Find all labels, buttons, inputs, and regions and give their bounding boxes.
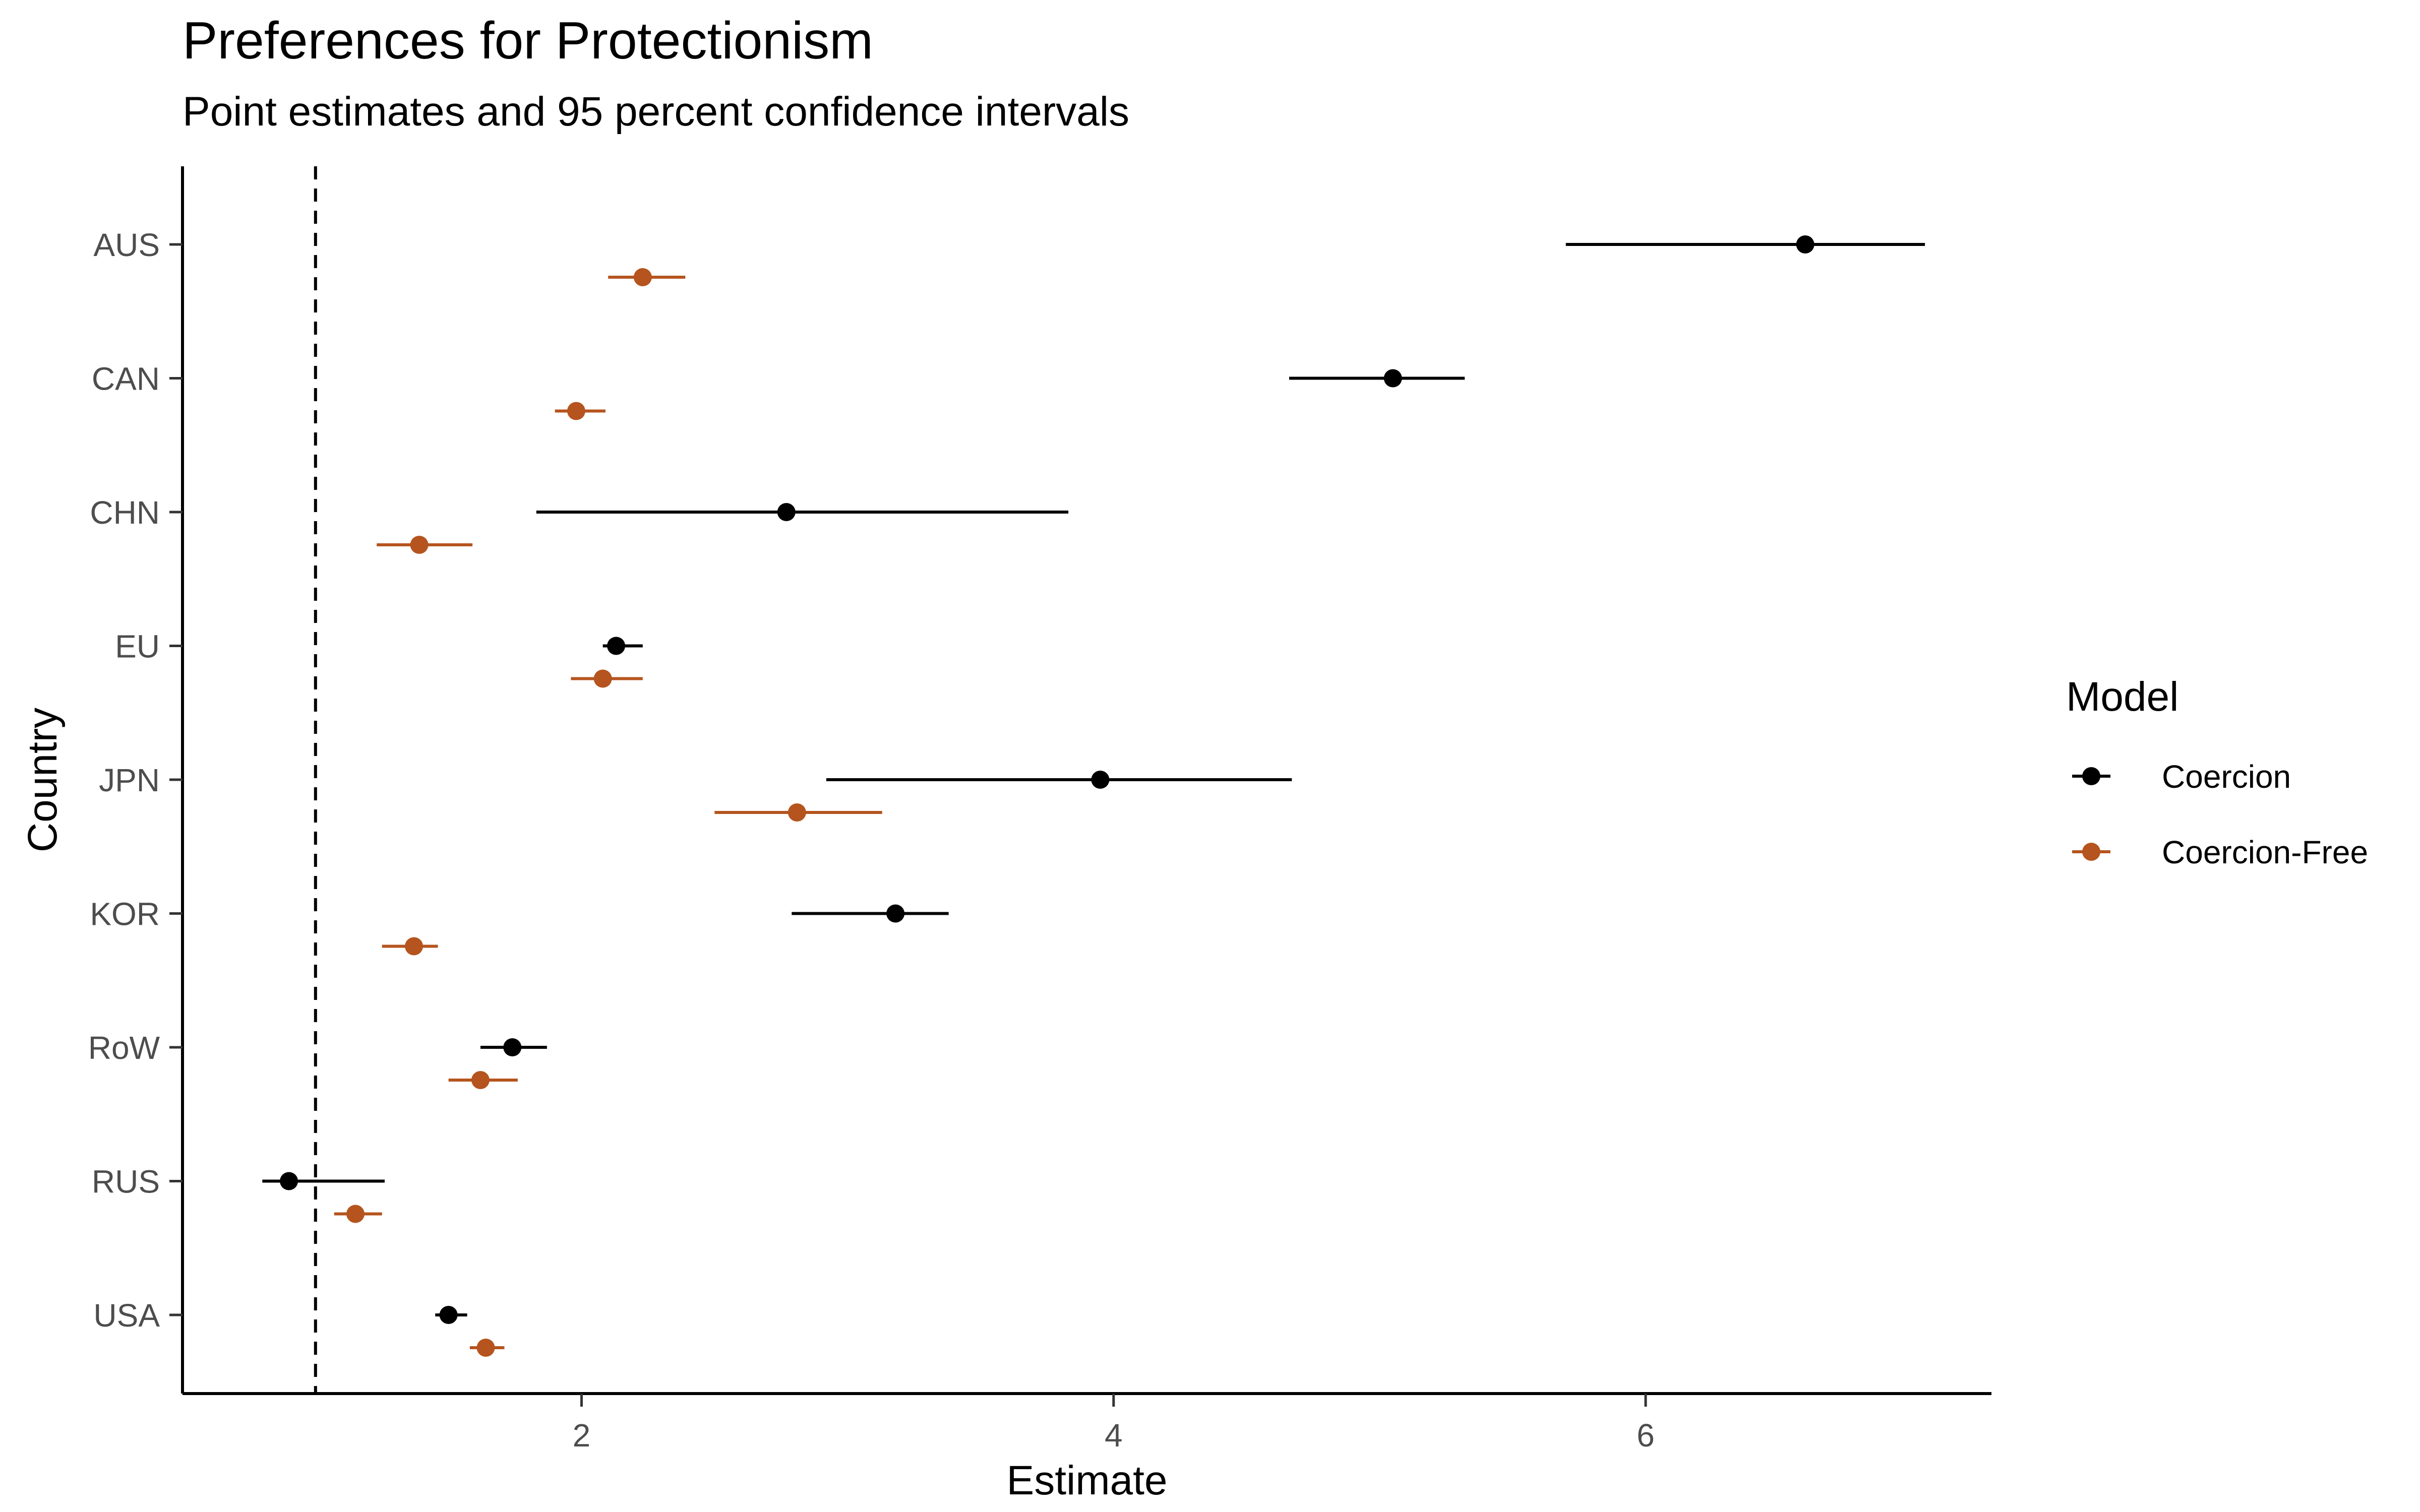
- point-coercion-can: [1383, 369, 1402, 388]
- y-tick-label: USA: [93, 1297, 160, 1334]
- y-axis-title: Country: [20, 708, 66, 852]
- y-tick-label: EU: [115, 628, 160, 665]
- legend-title: Model: [2066, 674, 2179, 720]
- legend-label: Coercion: [2162, 759, 2291, 795]
- y-tick-label: CAN: [92, 361, 160, 397]
- x-tick-label: 4: [1105, 1417, 1123, 1454]
- point-coercion-free-jpn: [788, 803, 806, 822]
- point-coercion-free-chn: [410, 536, 429, 554]
- legend-key-point: [2082, 767, 2100, 785]
- legend-key-point: [2082, 843, 2100, 861]
- y-tick-label: CHN: [90, 494, 160, 531]
- y-tick-label: RUS: [92, 1164, 160, 1200]
- y-tick-label: KOR: [90, 896, 160, 932]
- point-coercion-usa: [439, 1306, 458, 1324]
- point-coercion-free-row: [471, 1071, 490, 1089]
- point-coercion-rus: [280, 1172, 298, 1190]
- y-tick-label: JPN: [99, 762, 160, 798]
- point-coercion-row: [503, 1038, 522, 1056]
- legend-label: Coercion-Free: [2162, 834, 2368, 870]
- x-tick-label: 2: [573, 1417, 591, 1454]
- point-coercion-aus: [1796, 235, 1814, 254]
- point-coercion-jpn: [1091, 771, 1110, 789]
- point-coercion-free-kor: [405, 937, 424, 956]
- y-tick-label: RoW: [88, 1030, 160, 1066]
- point-coercion-free-usa: [476, 1339, 495, 1357]
- chart-subtitle: Point estimates and 95 percent confidenc…: [183, 89, 1129, 135]
- point-coercion-free-rus: [346, 1205, 365, 1223]
- point-coercion-free-aus: [633, 268, 652, 286]
- point-coercion-free-can: [567, 402, 585, 420]
- chart-title: Preferences for Protectionism: [183, 12, 873, 70]
- point-coercion-chn: [777, 503, 796, 521]
- point-coercion-kor: [886, 904, 905, 923]
- x-tick-label: 6: [1637, 1417, 1655, 1454]
- x-axis-title: Estimate: [1007, 1458, 1168, 1503]
- point-coercion-eu: [607, 637, 626, 655]
- point-coercion-free-eu: [593, 669, 612, 688]
- y-tick-label: AUS: [93, 227, 160, 263]
